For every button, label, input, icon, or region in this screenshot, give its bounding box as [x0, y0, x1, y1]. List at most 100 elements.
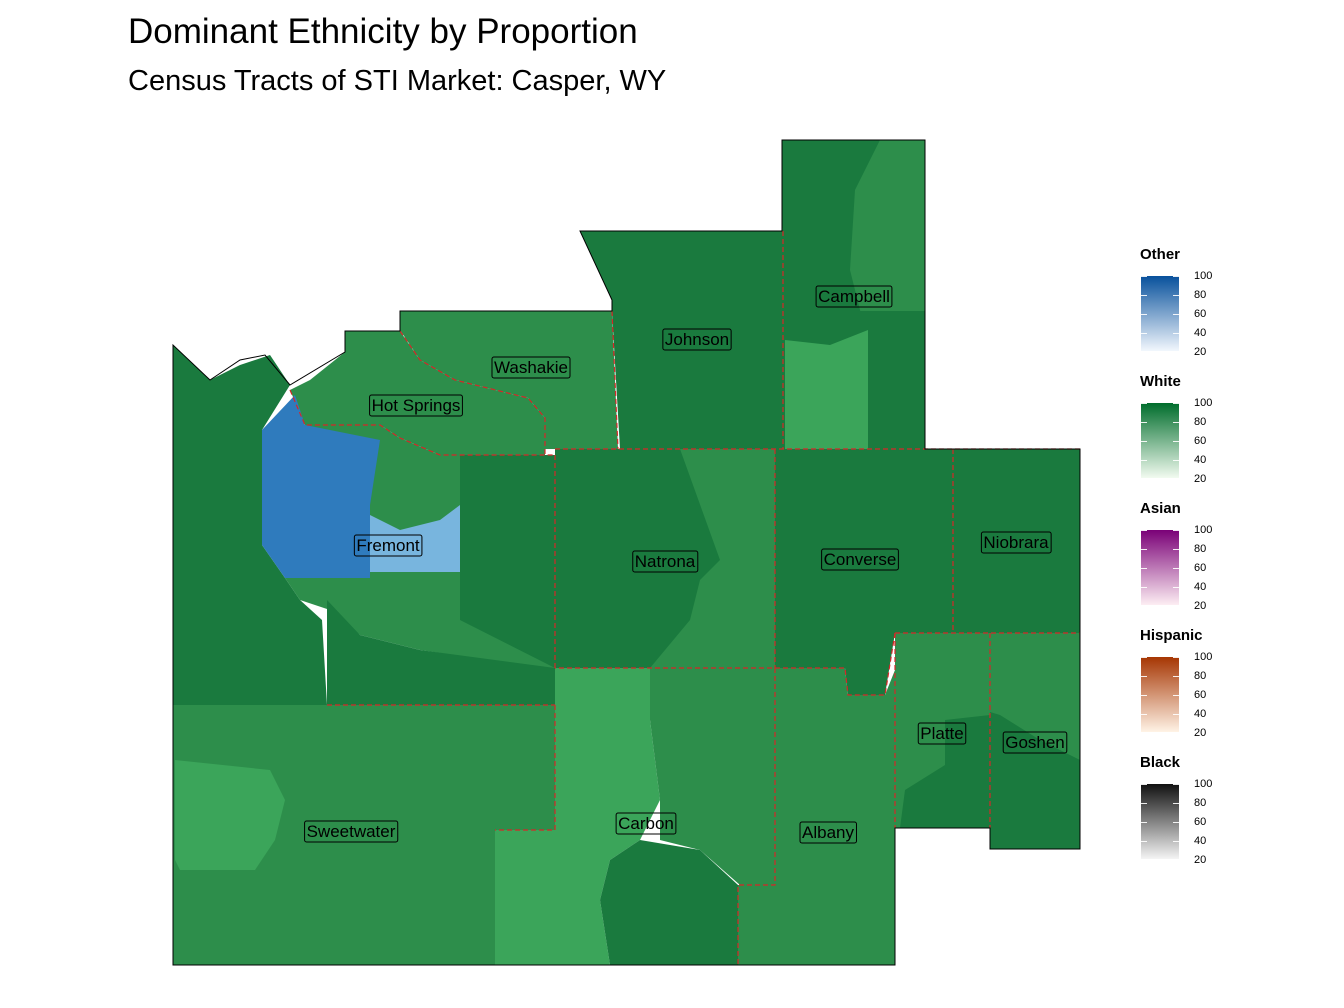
legend-colorbar — [1141, 276, 1179, 351]
state-outline — [172, 139, 1081, 966]
tract-campbell-2 — [850, 140, 925, 330]
legend-tick-label: 60 — [1194, 308, 1207, 320]
county-label-washakie: Washakie — [491, 356, 571, 379]
county-label-platte: Platte — [917, 722, 967, 745]
tract-sweetwater-light — [175, 760, 285, 870]
tract-converse — [775, 449, 953, 695]
tract-natrona-2 — [650, 449, 775, 668]
legend-tick-label: 40 — [1194, 327, 1207, 339]
legend-tick-label: 100 — [1194, 778, 1213, 790]
county-label-fremont: Fremont — [353, 534, 423, 557]
county-label-text: Hot Springs — [372, 396, 461, 415]
tract-platte-east — [900, 715, 990, 828]
legend: Other 100 80 60 40 20 White 100 80 60 40 20 Asian 100… — [1140, 246, 1340, 881]
legend-title: White — [1140, 373, 1181, 390]
tract-fremont-south — [327, 600, 555, 705]
legend-colorbar — [1141, 657, 1179, 732]
county-label-text: Goshen — [1005, 733, 1065, 752]
boundary-carbon-albany — [737, 668, 776, 965]
county-label-box — [369, 394, 463, 417]
county-label-text: Johnson — [665, 330, 729, 349]
legend-title: Hispanic — [1140, 627, 1203, 644]
legend-other: Other 100 80 60 40 20 — [1140, 246, 1340, 373]
county-label-text: Converse — [824, 550, 897, 569]
county-label-box — [615, 812, 677, 835]
tract-fills — [173, 140, 1080, 965]
county-label-text: Fremont — [356, 536, 420, 555]
county-boundaries — [289, 231, 1080, 965]
county-label-box — [632, 550, 699, 573]
tract-niobrara — [953, 449, 1080, 633]
county-label-campbell: Campbell — [815, 285, 893, 308]
legend-tick-label: 20 — [1194, 600, 1207, 612]
tract-fremont-east — [460, 455, 555, 668]
boundary-johnson-washakie — [611, 310, 619, 450]
county-label-hot-springs: Hot Springs — [369, 394, 463, 417]
county-label-box — [821, 548, 899, 571]
legend-white: White 100 80 60 40 20 — [1140, 373, 1340, 500]
tract-carbon-light — [495, 668, 660, 965]
boundary-sweetwater-carbon — [495, 705, 556, 831]
legend-colorbar — [1141, 403, 1179, 478]
legend-tick-label: 80 — [1194, 670, 1207, 682]
county-label-text: Washakie — [494, 358, 568, 377]
legend-tick-label: 60 — [1194, 435, 1207, 447]
legend-tick-label: 40 — [1194, 454, 1207, 466]
county-label-box — [491, 356, 571, 379]
legend-tick-label: 20 — [1194, 854, 1207, 866]
legend-tick-label: 100 — [1194, 397, 1213, 409]
legend-tick-label: 20 — [1194, 727, 1207, 739]
map-subtitle: Census Tracts of STI Market: Casper, WY — [128, 65, 667, 97]
county-label-carbon: Carbon — [615, 812, 677, 835]
tract-johnson — [580, 231, 783, 449]
tract-carbon-mid — [650, 668, 775, 885]
county-label-niobrara: Niobrara — [980, 531, 1052, 554]
legend-tick-label: 80 — [1194, 289, 1207, 301]
county-label-box — [799, 821, 857, 844]
county-label-sweetwater: Sweetwater — [304, 820, 399, 843]
county-labels: Campbell Johnson Washakie Hot Springs Fremon… — [304, 285, 1068, 844]
county-label-natrona: Natrona — [632, 550, 699, 573]
legend-tick-label: 100 — [1194, 651, 1213, 663]
legend-tick-label: 80 — [1194, 797, 1207, 809]
county-label-box — [304, 820, 399, 843]
legend-title: Asian — [1140, 500, 1181, 517]
legend-tick-label: 60 — [1194, 562, 1207, 574]
county-label-box — [917, 722, 967, 745]
county-label-text: Carbon — [618, 814, 674, 833]
county-label-text: Niobrara — [983, 533, 1049, 552]
legend-black: Black 100 80 60 40 20 — [1140, 754, 1340, 881]
county-label-johnson: Johnson — [662, 328, 732, 351]
tract-washakie — [400, 311, 618, 449]
county-label-box — [353, 534, 423, 557]
legend-tick-label: 20 — [1194, 346, 1207, 358]
tract-fremont-west — [173, 345, 327, 705]
legend-hispanic: Hispanic 100 80 60 40 20 — [1140, 627, 1340, 754]
tract-goshen-light — [990, 633, 1080, 760]
county-label-box — [662, 328, 732, 351]
legend-colorbar — [1141, 530, 1179, 605]
tract-fremont-other-light — [370, 505, 460, 572]
legend-tick-label: 80 — [1194, 416, 1207, 428]
county-label-converse: Converse — [821, 548, 899, 571]
legend-tick-label: 80 — [1194, 543, 1207, 555]
boundary-washakie-hotsprings — [399, 330, 546, 455]
county-label-text: Natrona — [635, 552, 696, 571]
county-label-text: Albany — [802, 823, 854, 842]
tract-carbon-dark — [600, 840, 738, 965]
legend-tick-label: 40 — [1194, 708, 1207, 720]
legend-title: Other — [1140, 246, 1181, 263]
legend-colorbar — [1141, 784, 1179, 859]
legend-asian: Asian 100 80 60 40 20 — [1140, 500, 1340, 627]
legend-tick-label: 40 — [1194, 835, 1207, 847]
legend-tick-label: 60 — [1194, 689, 1207, 701]
tract-fremont-other-dark — [262, 395, 380, 578]
boundary-converse-south — [555, 632, 1080, 696]
county-label-text: Campbell — [818, 287, 890, 306]
legend-tick-label: 100 — [1194, 524, 1213, 536]
county-label-goshen: Goshen — [1002, 731, 1068, 754]
legend-tick-label: 100 — [1194, 270, 1213, 282]
legend-title: Black — [1140, 754, 1181, 771]
tract-hot-springs — [290, 331, 545, 455]
